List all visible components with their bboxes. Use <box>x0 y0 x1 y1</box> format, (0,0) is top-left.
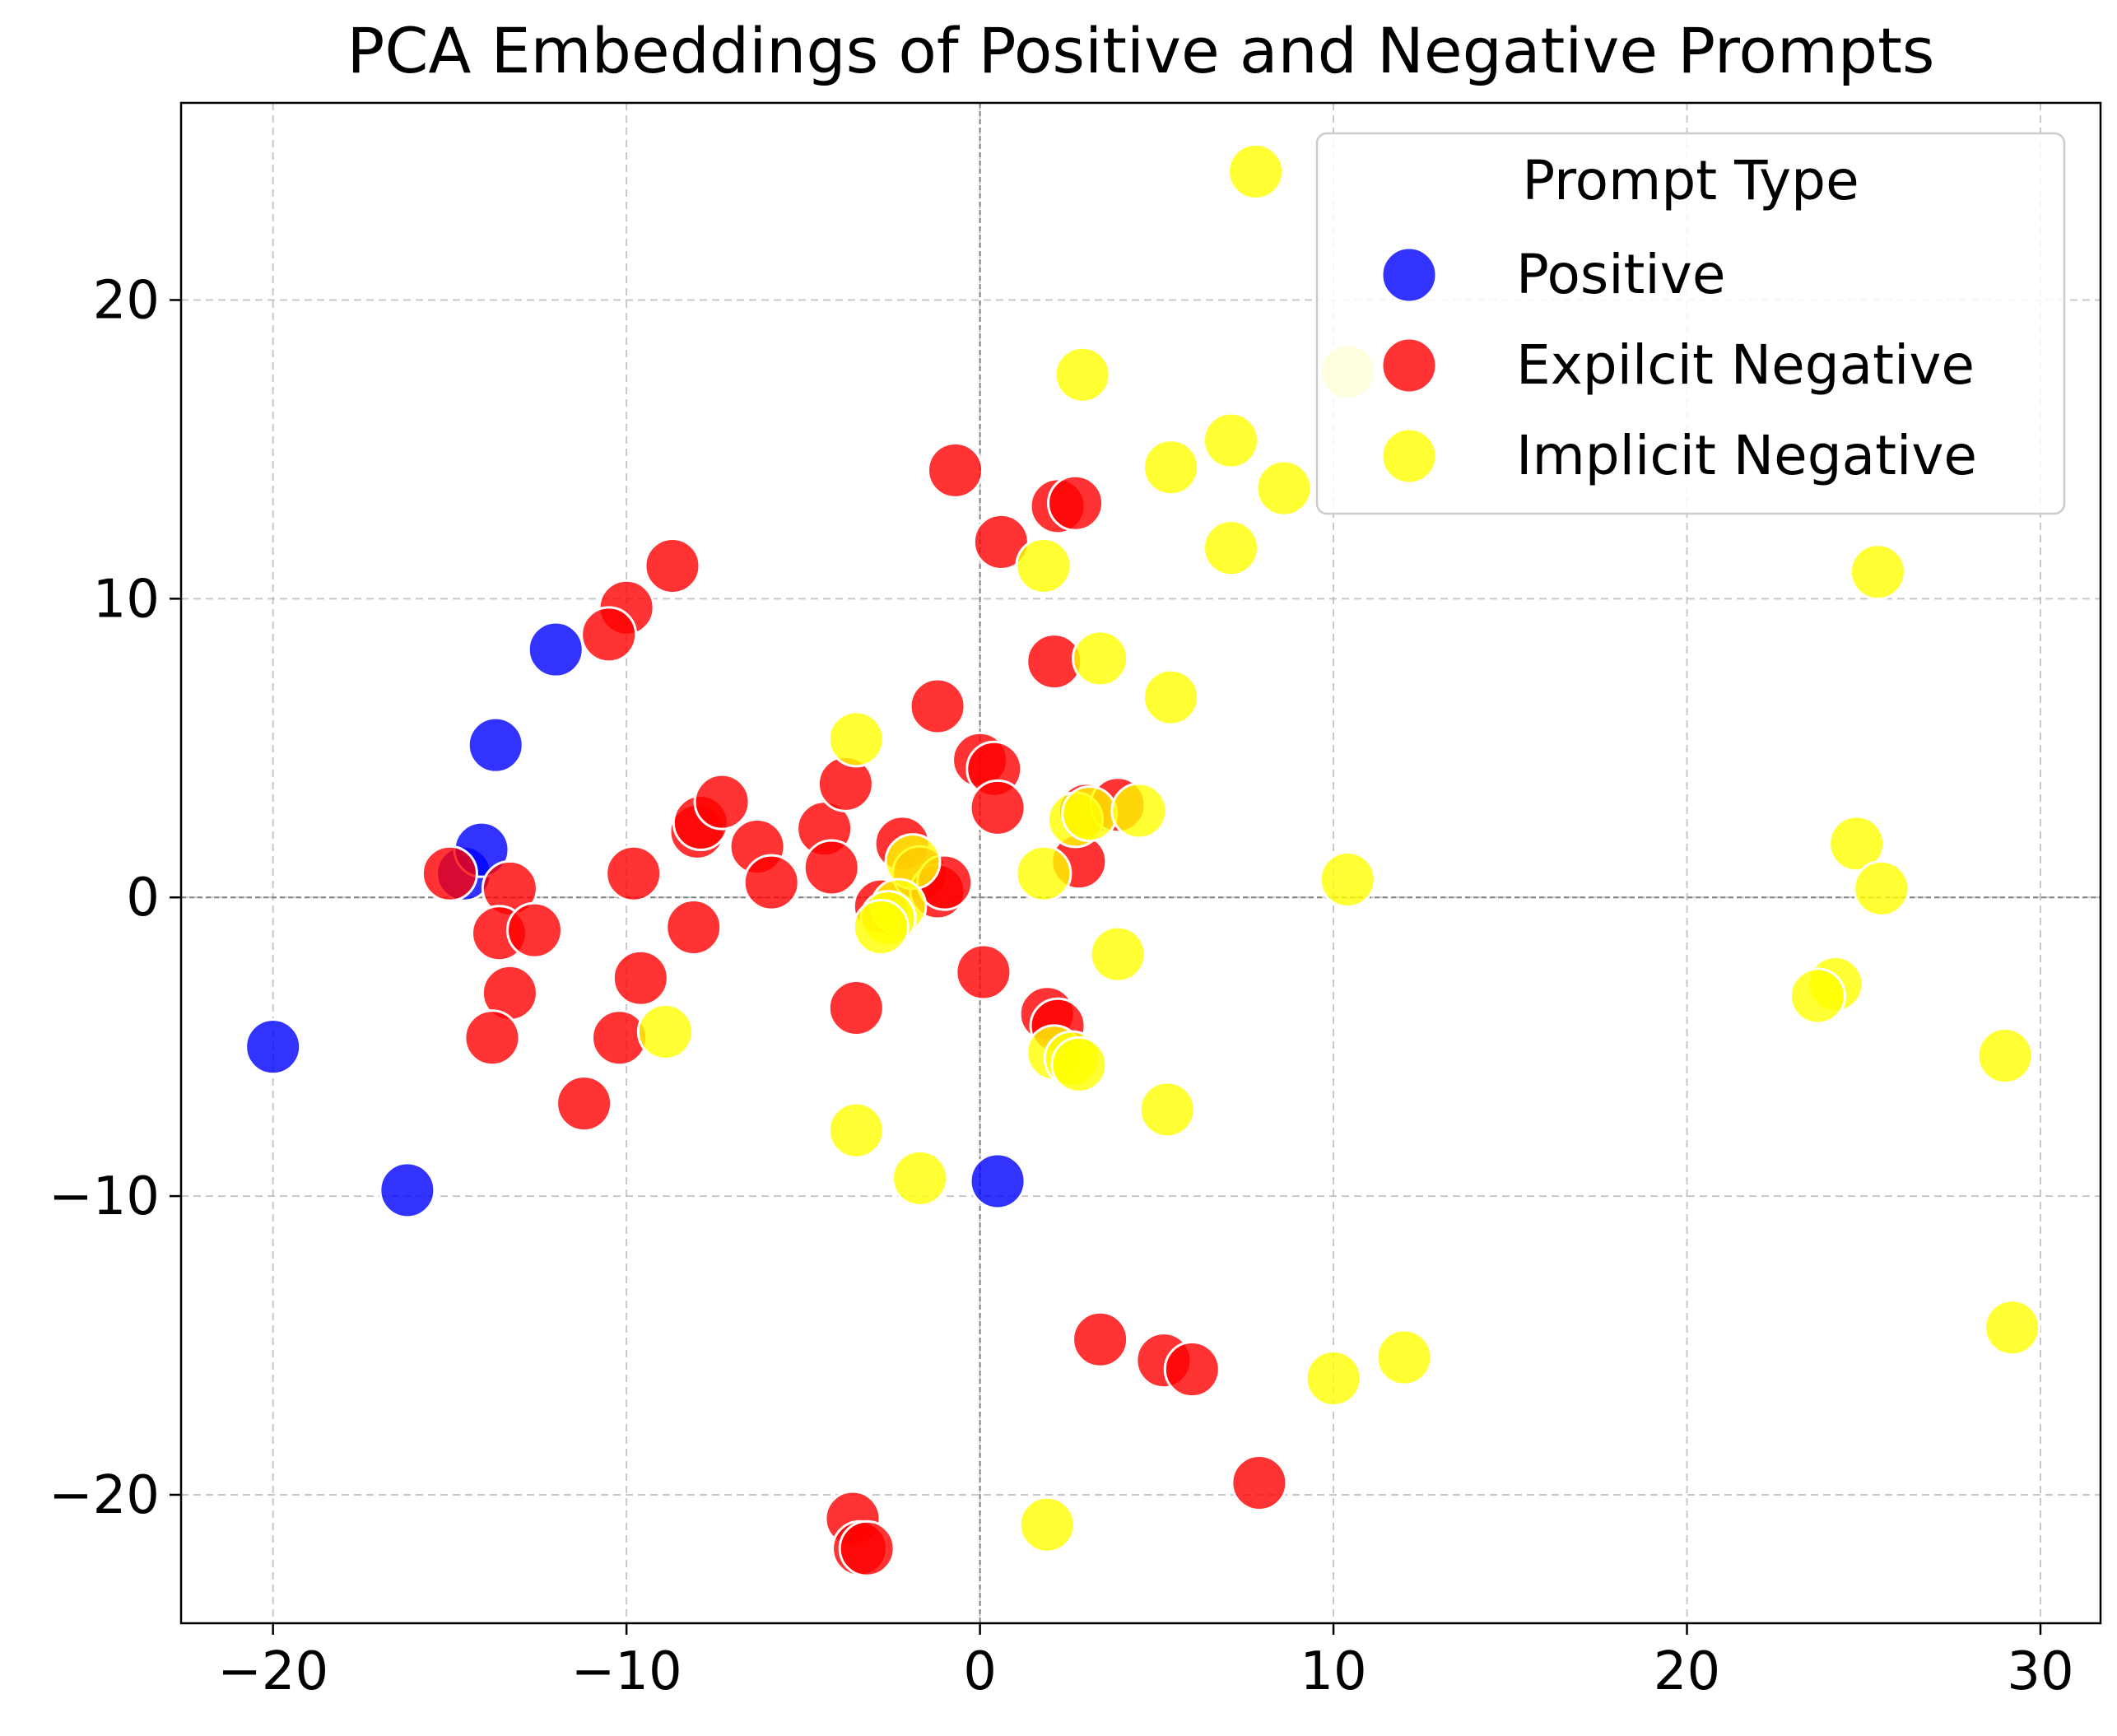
point-implicit-negative <box>1203 412 1260 469</box>
point-expilcit-negative <box>605 845 663 902</box>
point-implicit-negative <box>1138 1081 1196 1138</box>
point-implicit-negative <box>1305 1349 1362 1407</box>
point-implicit-negative <box>1089 925 1147 983</box>
x-tick-label: 30 <box>2007 1641 2073 1702</box>
point-expilcit-negative <box>556 1075 613 1133</box>
point-expilcit-negative <box>827 979 885 1036</box>
point-implicit-negative <box>1110 782 1168 840</box>
chart-title: PCA Embeddings of Positive and Negative … <box>347 14 1934 87</box>
point-implicit-negative <box>891 1149 949 1207</box>
legend-label-positive: Positive <box>1516 243 1725 306</box>
point-expilcit-negative <box>803 839 860 896</box>
point-implicit-negative <box>1061 785 1119 843</box>
legend-marker-expilcit-negative <box>1380 337 1438 394</box>
x-tick-label: −20 <box>217 1641 328 1702</box>
point-expilcit-negative <box>421 845 478 902</box>
point-implicit-negative <box>827 710 885 768</box>
point-implicit-negative <box>636 1003 694 1061</box>
y-tick-label: 20 <box>93 270 160 331</box>
point-implicit-negative <box>1203 519 1260 577</box>
y-tick-label: 10 <box>93 569 160 630</box>
point-expilcit-negative <box>644 537 701 594</box>
point-implicit-negative <box>1054 346 1111 403</box>
legend-label-expilcit-negative: Expilcit Negative <box>1516 333 1975 397</box>
point-implicit-negative <box>1018 1496 1076 1553</box>
legend: Prompt Type Positive Expilcit Negative Imp… <box>1315 132 2066 515</box>
plot-frame <box>179 101 2102 1625</box>
point-expilcit-negative <box>955 943 1012 1001</box>
point-implicit-negative <box>1015 537 1072 594</box>
point-implicit-negative <box>1976 1027 2034 1085</box>
point-expilcit-negative <box>1163 1341 1221 1399</box>
point-implicit-negative <box>1853 859 1910 917</box>
legend-entries: Positive Expilcit Negative Implicit Negati… <box>1380 243 1977 487</box>
point-positive <box>467 716 524 774</box>
point-positive <box>244 1018 302 1076</box>
point-implicit-negative <box>1142 668 1200 726</box>
legend-marker-implicit-negative <box>1380 427 1438 485</box>
legend-box <box>1315 132 2066 515</box>
x-axis: −20 −10 0 10 20 30 <box>217 1623 2074 1702</box>
point-expilcit-negative <box>693 773 751 831</box>
x-tick-label: 10 <box>1300 1641 1366 1702</box>
legend-marker-positive <box>1380 246 1438 304</box>
point-implicit-negative <box>1255 459 1313 517</box>
point-implicit-negative <box>827 1101 885 1159</box>
point-positive <box>379 1161 436 1219</box>
data-points <box>244 142 2041 1577</box>
point-expilcit-negative <box>1231 1454 1288 1511</box>
point-implicit-negative <box>1015 845 1072 902</box>
point-expilcit-negative <box>838 1520 896 1577</box>
point-implicit-negative <box>1072 630 1129 687</box>
point-expilcit-negative <box>909 677 966 735</box>
point-implicit-negative <box>1984 1299 2041 1357</box>
point-implicit-negative <box>1789 967 1846 1025</box>
x-tick-label: 0 <box>963 1641 997 1702</box>
point-implicit-negative <box>1319 850 1376 908</box>
x-tick-label: 20 <box>1654 1641 1720 1702</box>
point-implicit-negative <box>1849 543 1906 601</box>
point-expilcit-negative <box>580 606 638 663</box>
point-expilcit-negative <box>505 901 563 959</box>
point-expilcit-negative <box>927 441 984 499</box>
x-tick-label: −10 <box>571 1641 682 1702</box>
y-tick-label: 0 <box>126 868 160 929</box>
point-expilcit-negative <box>969 779 1026 836</box>
point-implicit-negative <box>1050 1036 1108 1093</box>
point-implicit-negative <box>1375 1329 1433 1386</box>
point-expilcit-negative <box>742 854 800 911</box>
point-implicit-negative <box>1828 815 1886 873</box>
y-tick-label: −20 <box>49 1465 160 1526</box>
point-implicit-negative <box>1227 142 1285 200</box>
point-expilcit-negative <box>665 899 723 956</box>
legend-label-implicit-negative: Implicit Negative <box>1516 424 1977 487</box>
point-positive <box>969 1152 1026 1210</box>
point-positive <box>527 621 584 678</box>
point-implicit-negative <box>852 899 910 956</box>
y-axis: −20 −10 0 10 20 <box>49 270 181 1526</box>
legend-title: Prompt Type <box>1522 149 1859 212</box>
y-tick-label: −10 <box>49 1166 160 1227</box>
reference-lines <box>181 103 2101 1623</box>
point-expilcit-negative <box>1047 474 1105 532</box>
point-expilcit-negative <box>463 1009 521 1067</box>
point-expilcit-negative <box>612 949 669 1007</box>
point-expilcit-negative <box>1072 1310 1129 1368</box>
point-implicit-negative <box>1142 439 1200 496</box>
